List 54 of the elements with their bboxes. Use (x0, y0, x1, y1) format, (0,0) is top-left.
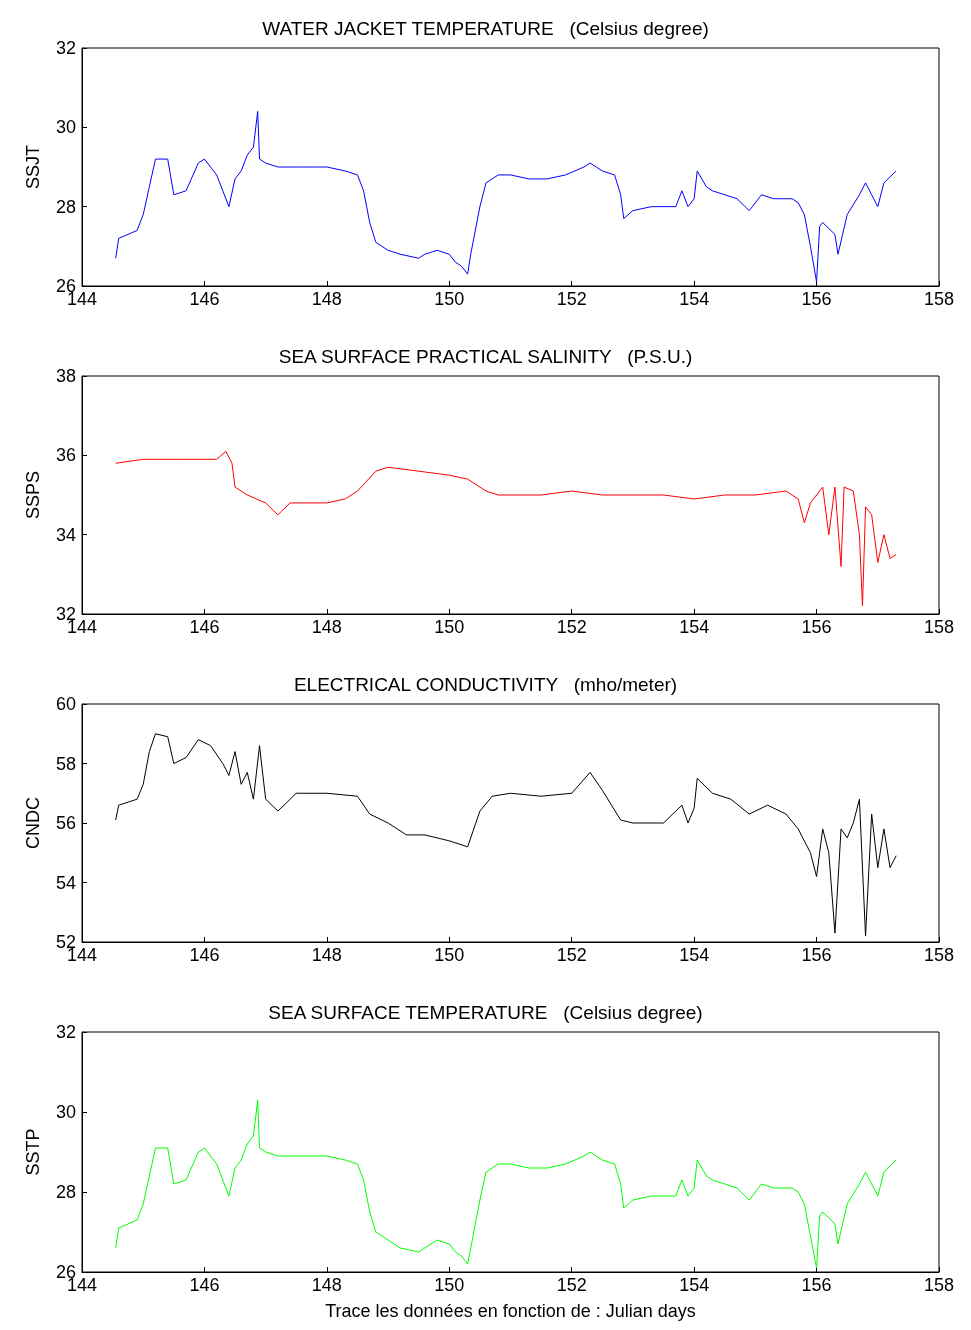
chart-title: ELECTRICAL CONDUCTIVITY (mho/meter) (293, 674, 678, 695)
y-tick-label: 28 (55, 196, 76, 217)
x-tick-label: 152 (556, 945, 587, 965)
x-tick-label: 150 (434, 617, 465, 637)
y-tick-label: 36 (55, 445, 76, 466)
y-tick-label: 30 (55, 117, 76, 138)
x-tick-label: 156 (801, 289, 832, 309)
y-tick-label: 38 (55, 366, 76, 386)
x-tick-label: 158 (923, 945, 955, 965)
y-tick-label: 32 (55, 1022, 76, 1042)
chart-title: SEA SURFACE PRACTICAL SALINITY (P.S.U.) (278, 346, 693, 367)
y-tick-label: 30 (55, 1102, 76, 1122)
x-tick-label: 158 (923, 617, 955, 637)
y-tick-label: 32 (55, 38, 76, 58)
x-tick-label: 154 (679, 617, 710, 637)
x-tick-label: 146 (189, 617, 220, 637)
y-tick-label: 34 (55, 524, 76, 545)
line-series (115, 450, 897, 607)
x-tick-label: 150 (434, 1275, 465, 1295)
x-tick-label: 148 (311, 289, 342, 309)
x-tick-label: 146 (189, 945, 220, 965)
x-tick-label: 158 (923, 289, 955, 309)
x-tick-label: 152 (556, 617, 587, 637)
x-tick-label: 150 (434, 289, 465, 309)
y-tick-label: 58 (55, 753, 76, 774)
y-tick-label: 60 (55, 694, 76, 714)
line-series (115, 110, 897, 283)
x-tick-label: 154 (679, 289, 710, 309)
x-tick-label: 152 (556, 1275, 587, 1295)
x-tick-label: 150 (434, 945, 465, 965)
y-axis-title: SSJT (23, 144, 43, 190)
x-tick-label: 154 (679, 1275, 710, 1295)
x-axis-title: Trace les données en fonction de : Julian days (325, 1301, 696, 1321)
x-tick-label: 156 (801, 1275, 832, 1295)
y-axis-title: SSPS (23, 470, 43, 520)
y-axis-title: CNDC (23, 797, 43, 849)
x-tick-label: 156 (801, 945, 832, 965)
x-tick-label: 146 (189, 1275, 220, 1295)
x-tick-label: 154 (679, 945, 710, 965)
line-series (115, 733, 897, 937)
chart-title: SEA SURFACE TEMPERATURE (Celsius degree) (268, 1002, 703, 1023)
y-tick-label: 28 (55, 1182, 76, 1202)
line-series (115, 1099, 897, 1269)
x-tick-label: 158 (923, 1275, 955, 1295)
y-axis-title: SSTP (23, 1128, 43, 1176)
y-tick-label: 54 (55, 872, 76, 893)
x-tick-label: 156 (801, 617, 832, 637)
y-tick-label: 56 (55, 813, 76, 833)
x-tick-label: 152 (556, 289, 587, 309)
x-tick-label: 148 (311, 617, 342, 637)
x-tick-label: 148 (311, 1275, 342, 1295)
x-tick-label: 146 (189, 289, 220, 309)
chart-title: WATER JACKET TEMPERATURE (Celsius degree) (262, 18, 709, 39)
x-tick-label: 148 (311, 945, 342, 965)
